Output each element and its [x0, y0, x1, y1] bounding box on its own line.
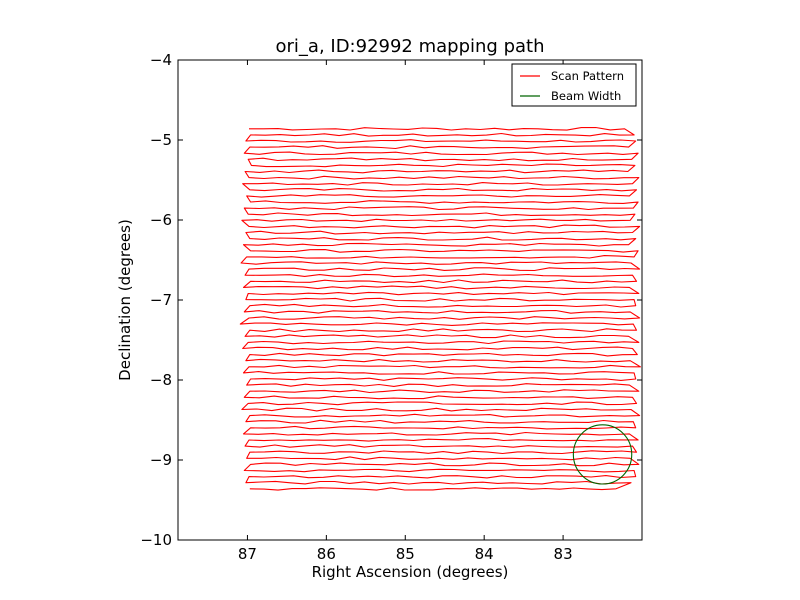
y-tick-label: −8 [150, 371, 172, 389]
scan-pattern-line [239, 126, 641, 491]
y-tick-label: −7 [150, 291, 172, 309]
legend-box [511, 63, 637, 107]
y-axis-label: Declination (degrees) [116, 219, 134, 381]
x-tick-label: 85 [396, 545, 415, 563]
y-tick-label: −4 [150, 51, 172, 69]
y-tick-label: −6 [150, 211, 172, 229]
x-tick-label: 83 [554, 545, 573, 563]
x-axis-label: Right Ascension (degrees) [312, 563, 509, 581]
legend: Scan Pattern Beam Width [511, 63, 637, 107]
legend-label-beam-width: Beam Width [551, 89, 621, 103]
beam-width-circle [572, 424, 633, 485]
x-tick-label: 87 [238, 545, 257, 563]
x-tick-label: 86 [317, 545, 336, 563]
y-tick-label: −10 [140, 531, 172, 549]
y-tick-label: −9 [150, 451, 172, 469]
chart-title: ori_a, ID:92992 mapping path [276, 36, 545, 57]
y-tick-label: −5 [150, 131, 172, 149]
legend-label-scan-pattern: Scan Pattern [551, 69, 624, 83]
x-tick-label: 84 [475, 545, 494, 563]
